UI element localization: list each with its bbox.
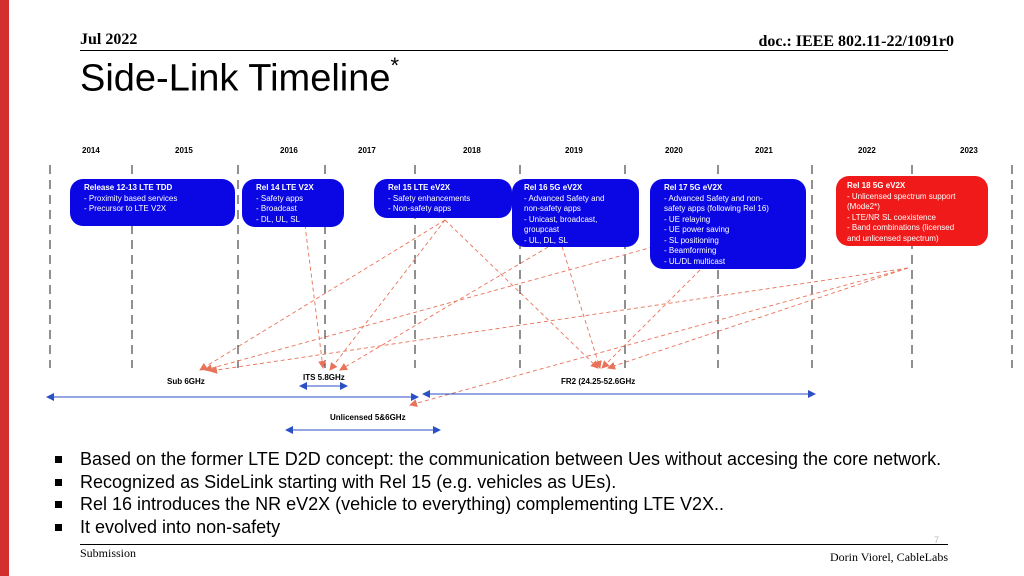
title-footnote-marker: * xyxy=(390,53,400,78)
year-label: 2018 xyxy=(463,146,481,155)
year-label: 2014 xyxy=(82,146,100,155)
band-label-its: ITS 5.8GHz xyxy=(303,373,345,382)
release-title: Release 12-13 LTE TDD xyxy=(84,183,173,192)
band-label-fr2: FR2 (24.25-52.6GHz xyxy=(561,377,636,386)
release-item: - Advanced Safety and xyxy=(524,193,605,203)
release-box-rel14: Rel 14 LTE V2X - Safety apps - Broadcast… xyxy=(242,179,344,227)
release-item: - Advanced Safety and non- xyxy=(664,193,763,203)
release-title: Rel 16 5G eV2X xyxy=(524,183,583,192)
bullet-text: It evolved into non-safety xyxy=(80,516,281,537)
bullet-text: Rel 16 introduces the NR eV2X (vehicle t… xyxy=(80,494,724,514)
year-label: 2015 xyxy=(175,146,193,155)
release-box-rel15: Rel 15 LTE eV2X - Safety enhancements - … xyxy=(374,179,512,218)
year-label: 2020 xyxy=(665,146,683,155)
bullet-item: Recognized as SideLink starting with Rel… xyxy=(55,471,941,494)
bullet-item: It evolved into non-safety xyxy=(55,516,941,539)
release-box-rel17: Rel 17 5G eV2X - Advanced Safety and non… xyxy=(650,179,806,269)
release-item: - Precursor to LTE V2X xyxy=(84,204,167,213)
slide-title-text: Side-Link Timeline xyxy=(80,57,391,100)
footer-author: Dorin Viorel, CableLabs xyxy=(829,550,948,564)
release-item: - Beamforming xyxy=(664,246,717,255)
release-box-rel16: Rel 16 5G eV2X - Advanced Safety and non… xyxy=(512,179,639,247)
release-box-rel18: Rel 18 5G eV2X - Unlicensed spectrum sup… xyxy=(836,176,988,246)
release-item: - UE power saving xyxy=(664,225,730,234)
release-item: - Band combinations (licensed xyxy=(847,223,955,232)
release-item: (Mode2*) xyxy=(847,202,880,211)
year-label: 2017 xyxy=(358,146,376,155)
footer-divider xyxy=(80,544,948,545)
band-label-unlicensed: Unlicensed 5&6GHz xyxy=(330,413,406,422)
release-item: and unlicensed spectrum) xyxy=(847,233,939,243)
left-accent-bar xyxy=(0,0,9,576)
bullet-square-icon xyxy=(55,478,62,486)
release-title: Rel 14 LTE V2X xyxy=(256,183,314,192)
bullet-square-icon xyxy=(55,456,62,463)
release-item: - Safety apps xyxy=(256,193,304,203)
bullet-text: Based on the former LTE D2D concept: the… xyxy=(80,449,942,469)
release-item: - LTE/NR SL coexistence xyxy=(847,212,936,222)
release-item: - DL, UL, SL xyxy=(256,214,301,224)
release-title: Rel 17 5G eV2X xyxy=(664,183,723,192)
release-band-arrows xyxy=(199,219,909,407)
release-item: - Unicast, broadcast, xyxy=(524,214,598,224)
page-number: 7 xyxy=(934,535,940,545)
bullet-list: Based on the former LTE D2D concept: the… xyxy=(55,448,941,538)
release-item: - Proximity based services xyxy=(84,193,178,203)
release-item: groupcast xyxy=(524,225,560,234)
header-date: Jul 2022 xyxy=(80,31,138,48)
release-item: safety apps (following Rel 16) xyxy=(664,204,769,213)
release-item: - Safety enhancements xyxy=(388,193,471,203)
release-item: - UE relaying xyxy=(664,214,711,224)
release-item: - Non-safety apps xyxy=(388,204,452,213)
header-doc-id: doc.: IEEE 802.11-22/1091r0 xyxy=(758,33,954,50)
bullet-square-icon xyxy=(55,523,62,531)
bullet-square-icon xyxy=(55,501,62,508)
release-item: - SL positioning xyxy=(664,235,719,245)
year-label: 2019 xyxy=(565,146,583,155)
year-label: 2023 xyxy=(960,146,978,155)
release-item: - Broadcast xyxy=(256,204,297,213)
slide-title: Side-Link Timeline* xyxy=(80,53,399,101)
release-title: Rel 18 5G eV2X xyxy=(847,181,906,190)
header-divider xyxy=(80,50,948,51)
frequency-range-arrows xyxy=(46,382,816,434)
release-item: - UL/DL multicast xyxy=(664,256,726,266)
release-item: - UL, DL, SL xyxy=(524,235,569,245)
year-label: 2022 xyxy=(858,146,876,155)
release-box-rel12-13: Release 12-13 LTE TDD - Proximity based … xyxy=(70,179,235,226)
bullet-item: Based on the former LTE D2D concept: the… xyxy=(55,448,941,471)
year-label: 2016 xyxy=(280,146,298,155)
release-title: Rel 15 LTE eV2X xyxy=(388,183,451,192)
bullet-text: Recognized as SideLink starting with Rel… xyxy=(80,471,617,492)
band-label-sub6: Sub 6GHz xyxy=(167,377,205,386)
year-label: 2021 xyxy=(755,146,773,155)
bullet-item: Rel 16 introduces the NR eV2X (vehicle t… xyxy=(55,493,941,516)
release-item: - Unlicensed spectrum support xyxy=(847,191,956,201)
release-item: non-safety apps xyxy=(524,204,581,213)
footer-submission: Submission xyxy=(80,546,137,560)
